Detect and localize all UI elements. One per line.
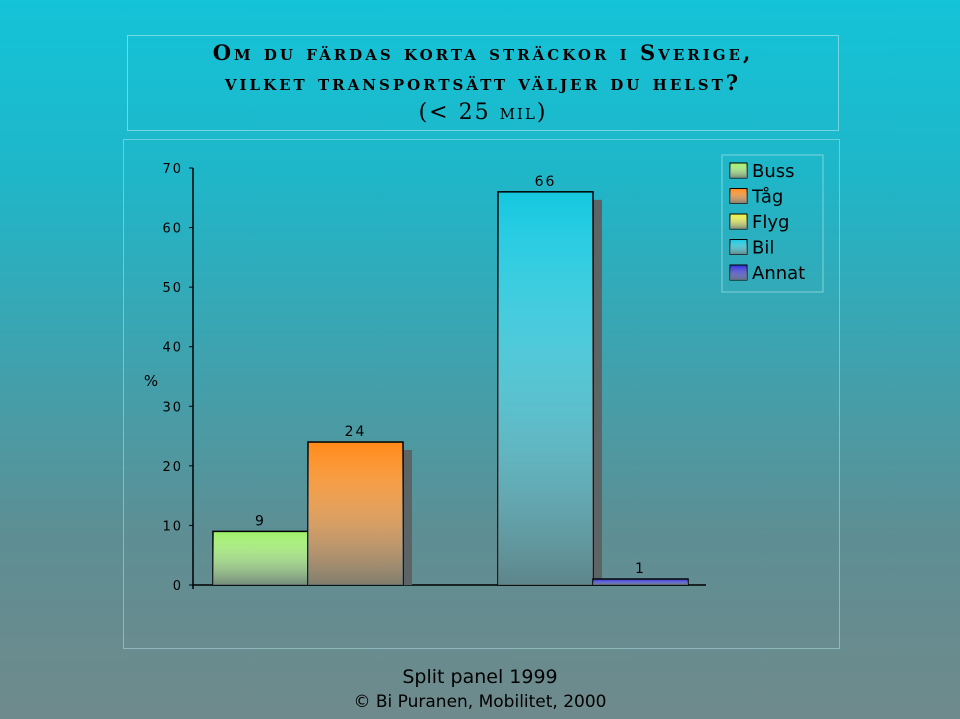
legend-label: Annat [752,263,805,284]
legend-swatch-shading [730,188,747,204]
bar-shading [498,191,593,586]
legend-label: Buss [752,161,795,182]
legend-swatch-shading [730,239,747,255]
y-tick-label: 40 [162,341,183,356]
chart-title-box: Om du färdas korta sträckor i Sverige, v… [127,35,839,131]
chart-subtitle: (< 25 mil) [418,100,548,125]
y-tick-label: 10 [162,519,183,534]
bar-shading [308,442,403,585]
legend-swatch-shading [730,163,747,178]
bar-shadow [593,199,602,586]
y-tick-label: 20 [162,460,183,475]
chart-title-line-1: Om du färdas korta sträckor i Sverige, [212,40,754,65]
legend-swatch-shading [730,265,747,280]
y-tick-label: 0 [173,579,183,594]
data-label: 66 [535,174,557,190]
bar-shadow [403,450,412,585]
legend-box [721,154,824,293]
y-tick-label: 30 [162,400,183,415]
data-label: 1 [635,561,646,577]
footer-copyright: © Bi Puranen, Mobilitet, 2000 [353,692,607,712]
legend-label: Bil [752,238,774,259]
bar-shading [593,579,688,585]
data-label: 9 [255,513,266,529]
chart-title-line-2: vilket transportsätt väljer du helst? [224,70,742,95]
legend-label: Flyg [752,212,789,233]
y-tick-label: 50 [162,281,183,296]
bar-shading [213,531,308,585]
y-tick-label: 70 [162,162,183,177]
y-axis-label: % [144,372,158,390]
data-label: 24 [345,424,367,440]
y-tick-label: 60 [162,222,183,237]
legend-swatch-shading [730,214,747,229]
plot-area-frame [123,139,840,649]
legend-label: Tåg [751,187,783,208]
footer-source-panel: Split panel 1999 [402,666,558,688]
